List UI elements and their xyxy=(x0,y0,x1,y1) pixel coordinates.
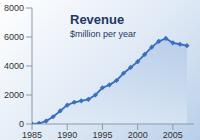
svg-text:1990: 1990 xyxy=(57,130,77,140)
svg-text:1995: 1995 xyxy=(92,130,112,140)
svg-text:4000: 4000 xyxy=(8,61,24,71)
svg-text:2005: 2005 xyxy=(163,130,183,140)
svg-text:0: 0 xyxy=(19,119,24,129)
svg-text:2000: 2000 xyxy=(8,90,24,100)
svg-text:1985: 1985 xyxy=(22,130,42,140)
svg-text:8000: 8000 xyxy=(8,3,24,13)
html-text:Revenue: Revenue xyxy=(70,12,125,27)
html-text:$million per year: $million per year xyxy=(70,29,136,39)
svg-text:2000: 2000 xyxy=(128,130,148,140)
svg-text:6000: 6000 xyxy=(8,32,24,42)
